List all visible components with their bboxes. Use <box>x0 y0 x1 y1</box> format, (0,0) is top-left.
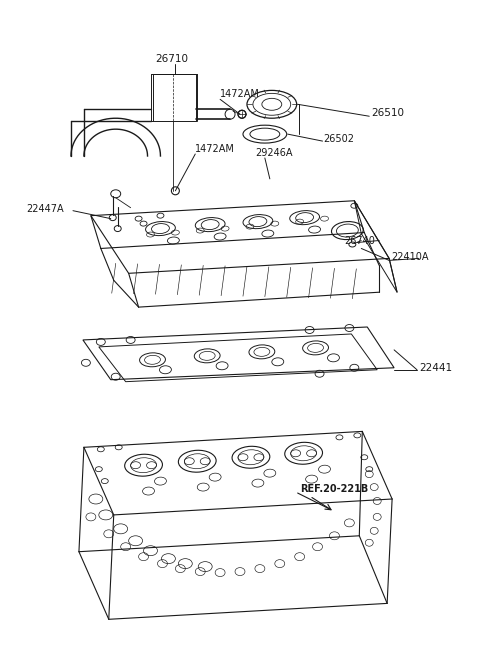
Text: 26502: 26502 <box>324 134 355 144</box>
Text: 26510: 26510 <box>371 108 404 118</box>
Text: 1472AM: 1472AM <box>195 144 235 154</box>
Text: 26710: 26710 <box>156 54 189 64</box>
Text: 29246A: 29246A <box>255 148 292 158</box>
Text: 1472AM: 1472AM <box>220 89 260 99</box>
Text: 22410A: 22410A <box>391 253 429 262</box>
Text: REF.20-221B: REF.20-221B <box>300 484 368 494</box>
Text: 26740: 26740 <box>344 236 375 245</box>
Text: 22447A: 22447A <box>26 204 64 214</box>
Text: 22441: 22441 <box>419 363 452 373</box>
